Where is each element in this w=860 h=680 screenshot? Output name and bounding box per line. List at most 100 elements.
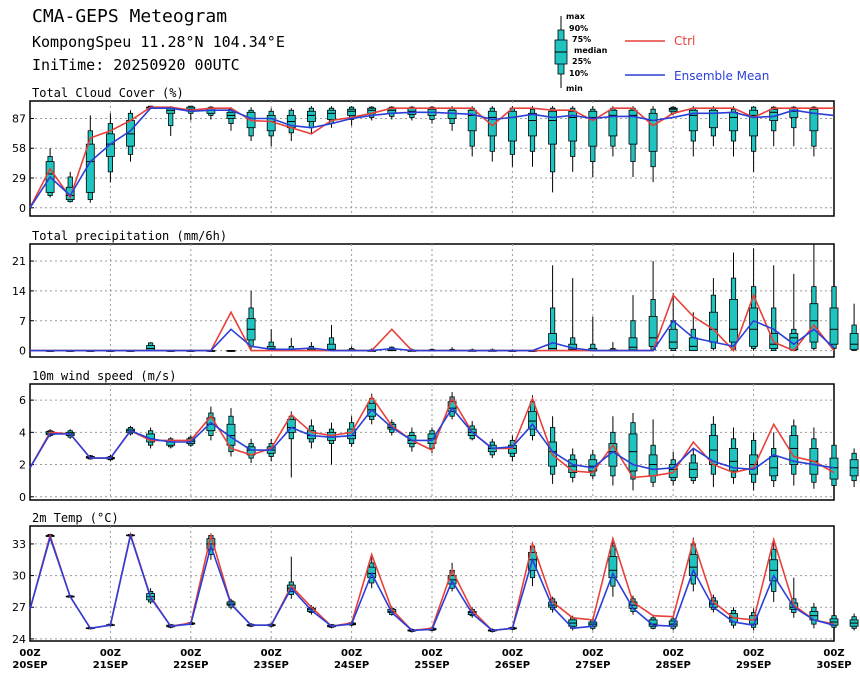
box-plot xyxy=(266,108,276,147)
box-inner-25-75 xyxy=(668,328,678,349)
box-plot xyxy=(688,106,698,157)
box-plot xyxy=(246,290,256,351)
legend-box-label: 25% xyxy=(572,57,591,66)
box-plot xyxy=(608,538,618,597)
box-plot xyxy=(226,350,236,352)
legend-box-label: 10% xyxy=(569,69,588,78)
y-tick-label: 27 xyxy=(12,601,26,614)
box-plot xyxy=(588,316,598,352)
box-inner-25-75 xyxy=(709,109,718,129)
x-tick-time: 00Z xyxy=(100,648,121,659)
box-plot xyxy=(769,106,779,147)
legend-box-label: min xyxy=(566,84,583,93)
box-inner-25-75 xyxy=(688,109,698,132)
panel-1: Total Cloud Cover (%) 0 29 58 87 xyxy=(12,86,835,217)
panel-title: 10m wind speed (m/s) xyxy=(32,369,177,383)
y-tick-label: 7 xyxy=(19,315,26,328)
box-inner-25-75 xyxy=(809,303,819,343)
x-tick-date: 21SEP xyxy=(93,660,128,671)
box-plot xyxy=(447,106,457,131)
box-plot xyxy=(166,106,176,136)
box-plot xyxy=(306,342,316,352)
box-plot xyxy=(347,106,357,126)
box-inner-25-75 xyxy=(347,428,357,440)
panel-title: Total Cloud Cover (%) xyxy=(32,86,184,100)
box-inner-25-75 xyxy=(467,109,477,132)
box-inner-25-75 xyxy=(648,112,658,152)
box-plot xyxy=(688,312,698,352)
panel-2: Total precipitation (mm/6h) 0 7 14 21 xyxy=(12,229,859,358)
box-inner-25-75 xyxy=(829,457,839,480)
box-plot xyxy=(608,106,618,157)
box-plot xyxy=(528,106,537,167)
y-tick-label: 4 xyxy=(19,426,26,439)
box-inner-25-75 xyxy=(648,619,658,627)
box-plot xyxy=(729,252,738,351)
box-inner-25-75 xyxy=(507,444,517,454)
init-time-label: IniTime: 20250920 00UTC xyxy=(32,56,240,74)
box-inner-25-75 xyxy=(568,110,578,142)
box-plot xyxy=(829,612,839,631)
box-plot xyxy=(849,613,859,631)
box-plot xyxy=(648,106,658,183)
box-inner-25-75 xyxy=(829,307,839,345)
box-inner-25-75 xyxy=(347,108,357,116)
chart-title: CMA-GEPS Meteogram xyxy=(32,6,228,27)
box-plot xyxy=(769,265,779,352)
legend-box-label: 90% xyxy=(569,24,588,33)
x-tick-date: 23SEP xyxy=(254,660,289,671)
box-plot xyxy=(849,303,859,352)
box-plot xyxy=(789,273,799,352)
panel-4: 2m Temp (°C) 24 27 30 33 xyxy=(12,511,859,646)
box-plot xyxy=(809,244,819,351)
x-tick-date: 26SEP xyxy=(495,660,530,671)
y-tick-label: 21 xyxy=(12,255,26,268)
x-tick-time: 00Z xyxy=(743,648,764,659)
box-inner-25-75 xyxy=(729,448,738,472)
box-plot xyxy=(809,427,819,489)
box-plot xyxy=(829,269,839,351)
box-inner-25-75 xyxy=(487,110,497,137)
plot-frame xyxy=(29,525,835,642)
box-inner-25-75 xyxy=(306,110,316,122)
legend-box-label: median xyxy=(574,46,608,55)
legend-mean-label: Ensemble Mean xyxy=(674,69,769,83)
box-plot xyxy=(226,107,236,131)
box-plot xyxy=(628,595,638,615)
box-plot xyxy=(628,295,638,352)
box-inner-25-75 xyxy=(648,316,658,347)
location-label: KompongSpeu 11.28°N 104.34°E xyxy=(32,33,285,51)
box-plot xyxy=(769,538,779,602)
x-tick-time: 00Z xyxy=(180,648,201,659)
box-plot xyxy=(568,278,578,352)
box-inner-25-75 xyxy=(608,109,618,137)
box-inner-25-75 xyxy=(447,109,457,119)
y-tick-label: 14 xyxy=(12,285,26,298)
box-inner-25-75 xyxy=(688,554,698,576)
box-inner-25-75 xyxy=(769,456,779,477)
box-plot xyxy=(729,427,738,484)
box-plot xyxy=(85,115,95,203)
x-tick-date: 27SEP xyxy=(575,660,610,671)
x-tick-date: 22SEP xyxy=(173,660,208,671)
y-tick-label: 87 xyxy=(12,112,26,125)
box-plot xyxy=(608,342,618,352)
ensemble-mean-line xyxy=(30,319,835,352)
x-tick-time: 00Z xyxy=(341,648,362,659)
box-inner-25-75 xyxy=(65,186,75,200)
box-plot xyxy=(809,106,819,157)
panel-title: Total precipitation (mm/6h) xyxy=(32,229,227,243)
box-plot xyxy=(327,422,336,465)
box-inner-25-75 xyxy=(588,110,598,147)
x-tick-date: 20SEP xyxy=(12,660,47,671)
